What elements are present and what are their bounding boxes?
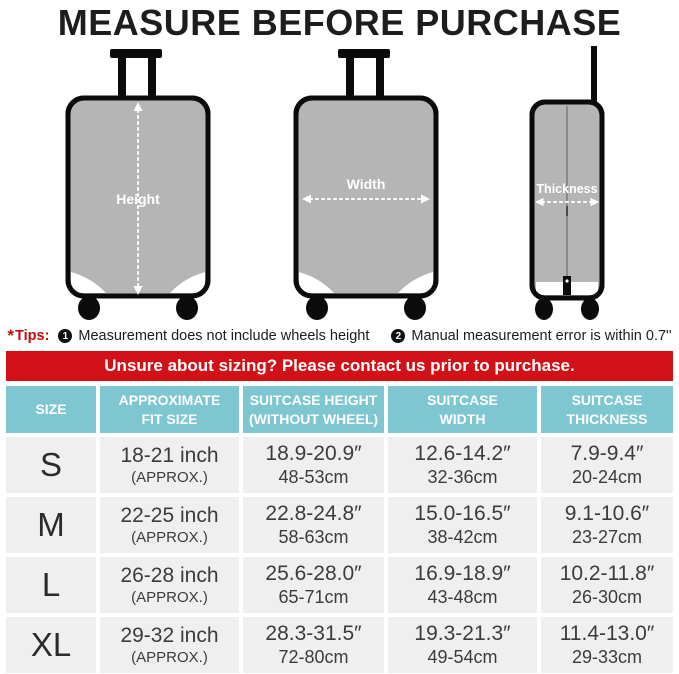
contact-us-banner: Unsure about sizing? Please contact us p… [6,351,673,381]
fit-size-cell: 29-32 inch (APPROX.) [100,617,239,673]
col-header-size: SIZE [6,386,96,433]
width-cell: 15.0-16.5″ 38-42cm [388,497,537,553]
tips-line: * Tips: 1 Measurement does not include w… [0,324,679,348]
width-arrow-icon [302,194,430,204]
width-cell: 19.3-21.3″ 49-54cm [388,617,537,673]
tip-1: 1 Measurement does not include wheels he… [58,328,369,344]
measurement-figures: Height Width [0,46,679,324]
col-header-suitcase-height: SUITCASE HEIGHT (WITHOUT WHEEL) [243,386,384,433]
height-label: Height [116,191,160,207]
page-title: MEASURE BEFORE PURCHASE [57,2,622,43]
suitcase-body-icon [293,95,439,299]
wheels-icon [78,296,198,320]
fit-size-cell: 18-21 inch (APPROX.) [100,437,239,493]
fit-size-cell: 26-28 inch (APPROX.) [100,557,239,613]
height-arrow-icon [133,102,143,295]
thickness-cell: 10.2-11.8″ 26-30cm [541,557,673,613]
height-cell: 18.9-20.9″ 48-53cm [243,437,384,493]
thickness-cell: 9.1-10.6″ 23-27cm [541,497,673,553]
height-cell: 28.3-31.5″ 72-80cm [243,617,384,673]
col-header-suitcase-thickness: SUITCASE THICKNESS [541,386,673,433]
trolley-handle-icon [591,46,597,104]
col-header-fit-size: APPROXIMATE FIT SIZE [100,386,239,433]
suitcase-body-icon [529,99,605,301]
tips-label: Tips: [15,328,50,344]
asterisk-icon: * [7,326,15,345]
thickness-cell: 7.9-9.4″ 20-24cm [541,437,673,493]
size-cell: XL [6,617,96,673]
tip-2-text: Manual measurement error is within 0.7'' [411,328,672,344]
height-cell: 25.6-28.0″ 65-71cm [243,557,384,613]
suitcase-front-width-figure: Width [293,49,439,320]
size-table: SIZE APPROXIMATE FIT SIZE SUITCASE HEIGH… [6,386,673,673]
width-cell: 12.6-14.2″ 32-36cm [388,437,537,493]
suitcase-front-height-figure: Height [65,49,211,320]
thickness-label: Thickness [536,182,597,196]
fit-size-cell: 22-25 inch (APPROX.) [100,497,239,553]
height-cell: 22.8-24.8″ 58-63cm [243,497,384,553]
tip-1-text: Measurement does not include wheels heig… [78,328,370,344]
tip-2: 2 Manual measurement error is within 0.7… [391,328,672,344]
width-label: Width [347,176,386,192]
width-cell: 16.9-18.9″ 43-48cm [388,557,537,613]
trolley-handle-icon [338,49,390,100]
suitcase-side-thickness-figure: Thickness [529,46,605,320]
circled-one-icon: 1 [58,329,73,343]
col-header-suitcase-width: SUITCASE WIDTH [388,386,537,433]
thickness-cell: 11.4-13.0″ 29-33cm [541,617,673,673]
size-cell: L [6,557,96,613]
wheels-icon [535,298,599,320]
wheels-icon [306,296,426,320]
size-cell: M [6,497,96,553]
size-cell: S [6,437,96,493]
thickness-arrow-icon [535,197,599,216]
trolley-handle-icon [110,49,162,100]
circled-two-icon: 2 [391,329,406,343]
